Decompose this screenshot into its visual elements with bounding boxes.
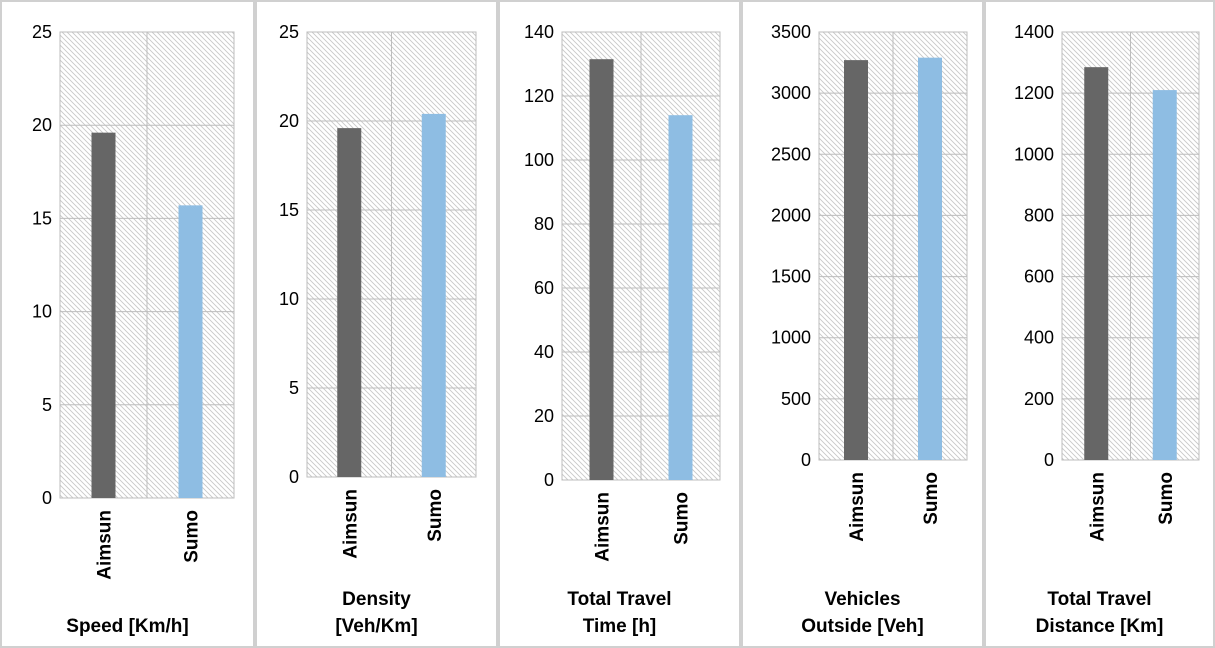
y-tick-label: 2000	[771, 205, 811, 225]
y-tick-label: 10	[32, 302, 52, 322]
x-tick-label-aimsun: Aimsun	[1087, 472, 1108, 542]
y-tick-label: 80	[534, 214, 554, 234]
y-tick-label: 140	[524, 22, 554, 42]
y-tick-label: 1500	[771, 267, 811, 287]
y-tick-label: 100	[524, 150, 554, 170]
x-tick-label-sumo: Sumo	[921, 472, 942, 525]
bar-aimsun	[91, 132, 116, 498]
x-tick-label-sumo: Sumo	[182, 510, 203, 563]
y-tick-label: 20	[279, 111, 299, 131]
x-tick-label-sumo: Sumo	[425, 489, 446, 542]
bar-aimsun	[844, 60, 868, 461]
x-tick-label-aimsun: Aimsun	[847, 472, 868, 542]
y-tick-label: 5	[42, 395, 52, 415]
speed-chart: 0 5 10 15 20 25 Aimsun Sumo	[32, 22, 235, 580]
y-tick-label: 20	[534, 406, 554, 426]
y-tick-label: 40	[534, 342, 554, 362]
x-tick-label-aimsun: Aimsun	[593, 492, 614, 562]
x-axis-label-vehicles-outside: Vehicles Outside [Veh]	[801, 589, 924, 637]
bar-sumo	[421, 113, 446, 477]
chart-panel-density: 0 5 10 15 20 25 Aimsun Sumo Density [Veh/Km]	[255, 0, 498, 648]
y-tick-label: 5	[289, 378, 299, 398]
x-axis-label-travel-time: Total Travel Time [h]	[567, 589, 672, 637]
bar-sumo	[1152, 90, 1177, 460]
y-tick-label: 120	[524, 86, 554, 106]
y-tick-label: 0	[42, 488, 52, 508]
chart-panel-vehicles-outside: 0 500 1000 1500 2000 2500 3000 3500 Aimsun Sumo V…	[741, 0, 984, 648]
y-tick-label: 10	[279, 289, 299, 309]
y-tick-label: 0	[1044, 450, 1054, 470]
bar-aimsun	[589, 59, 614, 480]
x-tick-label-sumo: Sumo	[672, 492, 693, 545]
y-tick-label: 1000	[771, 328, 811, 348]
y-tick-label: 500	[781, 389, 811, 409]
y-tick-label: 2500	[771, 144, 811, 164]
y-tick-label: 1400	[1014, 22, 1054, 42]
y-tick-label: 20	[32, 115, 52, 135]
y-tick-label: 0	[289, 467, 299, 487]
bar-aimsun	[1084, 67, 1109, 461]
chart-panel-travel-time: 0 20 40 60 80 100 120 140 Aimsun Sumo Total Trave…	[498, 0, 741, 648]
y-tick-label: 200	[1024, 389, 1054, 409]
chart-panel-travel-distance: 0 200 400 600 800 1000 1200 1400 Aimsun Sumo Tota…	[984, 0, 1215, 648]
x-tick-label-aimsun: Aimsun	[340, 489, 361, 559]
y-tick-label: 15	[32, 208, 52, 228]
y-tick-label: 15	[279, 200, 299, 220]
travel-time-chart: 0 20 40 60 80 100 120 140 Aimsun Sumo	[524, 22, 721, 562]
y-tick-label: 400	[1024, 328, 1054, 348]
y-tick-label: 600	[1024, 267, 1054, 287]
x-axis-label-speed: Speed [Km/h]	[66, 616, 189, 637]
x-tick-label-aimsun: Aimsun	[95, 510, 116, 580]
y-tick-label: 3500	[771, 22, 811, 42]
travel-distance-chart: 0 200 400 600 800 1000 1200 1400 Aimsun Sumo	[1014, 22, 1200, 542]
density-chart: 0 5 10 15 20 25 Aimsun Sumo	[279, 22, 477, 559]
bar-sumo	[178, 205, 203, 499]
y-tick-label: 1200	[1014, 83, 1054, 103]
y-tick-label: 1000	[1014, 144, 1054, 164]
x-axis-label-travel-distance: Total Travel Distance [Km]	[1035, 589, 1164, 637]
y-tick-label: 800	[1024, 205, 1054, 225]
x-tick-label-sumo: Sumo	[1156, 472, 1177, 525]
x-axis-label-density: Density [Veh/Km]	[335, 589, 418, 637]
y-tick-label: 25	[279, 22, 299, 42]
y-tick-label: 60	[534, 278, 554, 298]
bar-sumo	[918, 57, 942, 461]
y-tick-label: 0	[544, 470, 554, 490]
bar-aimsun	[337, 128, 362, 477]
vehicles-outside-chart: 0 500 1000 1500 2000 2500 3000 3500 Aimsun Sumo	[771, 22, 968, 542]
y-tick-label: 0	[801, 450, 811, 470]
y-tick-label: 25	[32, 22, 52, 42]
chart-panel-speed: 0 5 10 15 20 25 Aimsun Sumo Speed [Km/h]	[0, 0, 255, 648]
bar-sumo	[668, 115, 693, 480]
y-tick-label: 3000	[771, 83, 811, 103]
